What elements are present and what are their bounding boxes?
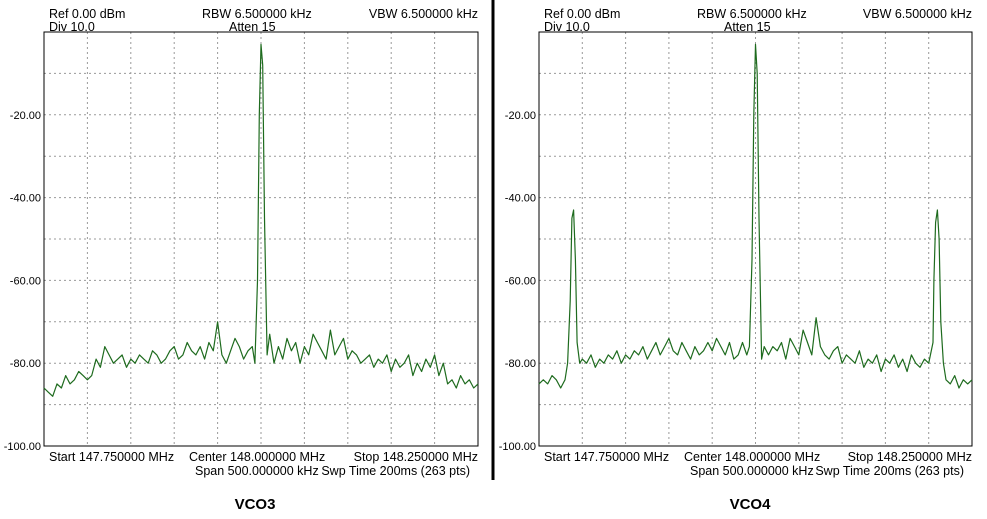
- center-freq-label: Center 148.000000 MHz: [189, 450, 325, 464]
- stop-freq-label: Stop 148.250000 MHz: [354, 450, 478, 464]
- plot-frame: [538, 31, 973, 447]
- div-label: Div 10.0: [49, 20, 95, 34]
- sweep-time-label: Swp Time 200ms (263 pts): [815, 464, 964, 478]
- grid: [539, 32, 972, 446]
- panel-caption: VCO4: [730, 496, 772, 513]
- start-freq-label: Start 147.750000 MHz: [544, 450, 669, 464]
- y-tick-label: -60.00: [10, 275, 41, 287]
- vbw-label: VBW 6.500000 kHz: [863, 7, 972, 21]
- center-freq-label: Center 148.000000 MHz: [684, 450, 820, 464]
- y-tick-label: -40.00: [505, 193, 536, 205]
- y-tick-label: -20.00: [505, 110, 536, 122]
- div-label: Div 10.0: [544, 20, 590, 34]
- ref-level-label: Ref 0.00 dBm: [544, 7, 620, 21]
- span-label: Span 500.000000 kHz: [690, 464, 814, 478]
- y-tick-label: -60.00: [505, 275, 536, 287]
- vbw-label: VBW 6.500000 kHz: [369, 7, 478, 21]
- stop-freq-label: Stop 148.250000 MHz: [848, 450, 972, 464]
- atten-label: Atten 15: [229, 20, 276, 34]
- grid: [44, 32, 478, 446]
- y-tick-label: -80.00: [10, 358, 41, 370]
- atten-label: Atten 15: [724, 20, 771, 34]
- spectrum-panel-vco3: -20.00 -40.00 -60.00 -80.00 -100.00 Ref 0.00 …: [4, 7, 479, 513]
- spectrum-panel-vco4: -20.00 -40.00 -60.00 -80.00 -100.00 Ref 0.00 …: [499, 7, 973, 513]
- spectrum-trace: [43, 43, 479, 397]
- y-tick-label: -100.00: [499, 441, 536, 453]
- ref-level-label: Ref 0.00 dBm: [49, 7, 125, 21]
- start-freq-label: Start 147.750000 MHz: [49, 450, 174, 464]
- rbw-label: RBW 6.500000 kHz: [202, 7, 312, 21]
- spectrum-trace: [538, 43, 973, 389]
- y-tick-label: -80.00: [505, 358, 536, 370]
- plot-frame: [43, 31, 479, 447]
- sweep-time-label: Swp Time 200ms (263 pts): [321, 464, 470, 478]
- y-tick-label: -20.00: [10, 110, 41, 122]
- y-tick-label: -100.00: [4, 441, 41, 453]
- span-label: Span 500.000000 kHz: [195, 464, 319, 478]
- panel-caption: VCO3: [235, 496, 276, 513]
- rbw-label: RBW 6.500000 kHz: [697, 7, 807, 21]
- y-tick-label: -40.00: [10, 193, 41, 205]
